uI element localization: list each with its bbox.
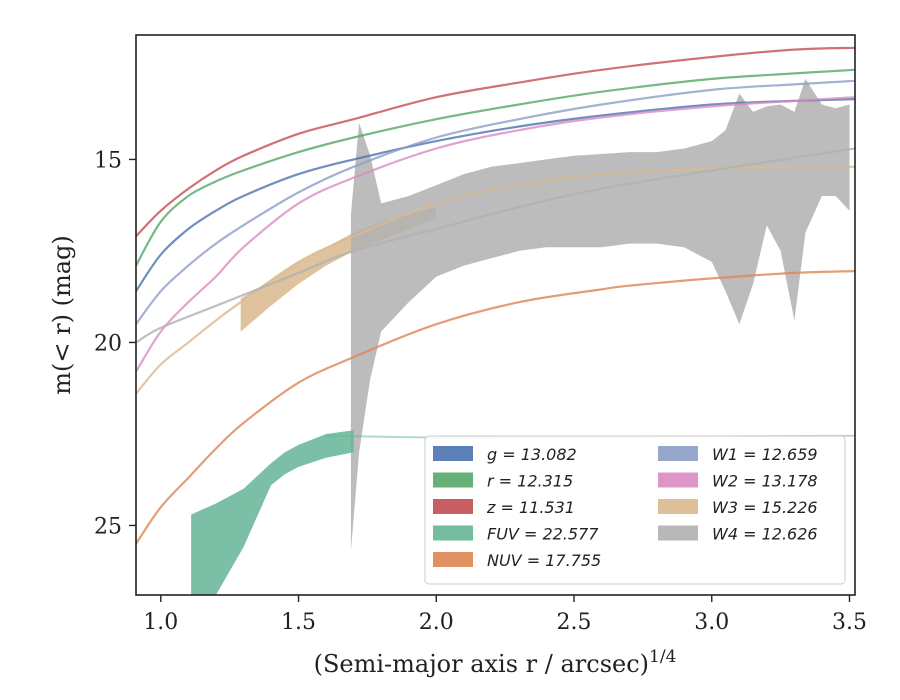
y-tick-label: 15 [94,148,122,173]
y-axis-label: m(< r) (mag) [48,235,76,394]
legend-swatch-w1 [658,446,698,461]
line-w4 [136,147,855,344]
line-nuv [136,270,855,545]
plot-frame [135,34,856,596]
legend-swatch-w4 [658,525,698,541]
legend-label-w1: W1 = 12.659 [712,445,818,464]
bands-layer [191,78,850,595]
legend: g = 13.082 r = 12.315 z = 11.531 FUV = 22.5… [424,435,846,585]
y-tick-label: 20 [94,331,122,356]
legend-swatch-fuv [433,525,473,541]
legend-box [424,435,846,585]
y-tick-label: 25 [94,514,122,539]
line-r [136,68,855,267]
x-axis-label: (Semi-major axis r / arcsec)1/4 [314,647,677,678]
x-tick-label: 1.0 [143,610,178,635]
legend-label-w4: W4 = 12.626 [712,525,818,544]
line-w1 [136,79,855,325]
x-tick-label: 2.5 [557,610,592,635]
legend-label-w2: W2 = 13.178 [712,472,818,491]
legend-label-nuv: NUV = 17.755 [487,551,601,570]
legend-label-r: r = 12.315 [487,472,573,491]
band-w4 [350,78,850,552]
legend-swatch-r [433,472,473,488]
x-tick-label: 2.0 [419,610,454,635]
line-g [136,98,855,292]
x-tick-label: 3.0 [694,610,729,635]
legend-swatch-z [433,499,473,514]
legend-swatch-nuv [433,552,473,567]
legend-label-w3: W3 = 15.226 [712,498,818,517]
legend-label-fuv: FUV = 22.577 [487,525,599,544]
x-tick-label: 3.5 [832,610,867,635]
legend-swatch-w2 [658,472,698,488]
band-fuv [191,430,354,595]
legend-swatch-g [433,446,473,461]
x-tick-label: 1.5 [281,610,316,635]
line-w3 [136,165,855,395]
legend-label-g: g = 13.082 [487,445,577,464]
ticks-layer: 1.0 1.5 2.0 2.5 3.0 3.5 15 20 25 [94,148,867,635]
line-z [136,46,855,238]
legend-swatch-w3 [658,499,698,514]
legend-label-z: z = 11.531 [486,498,575,517]
line-w2 [136,96,855,373]
